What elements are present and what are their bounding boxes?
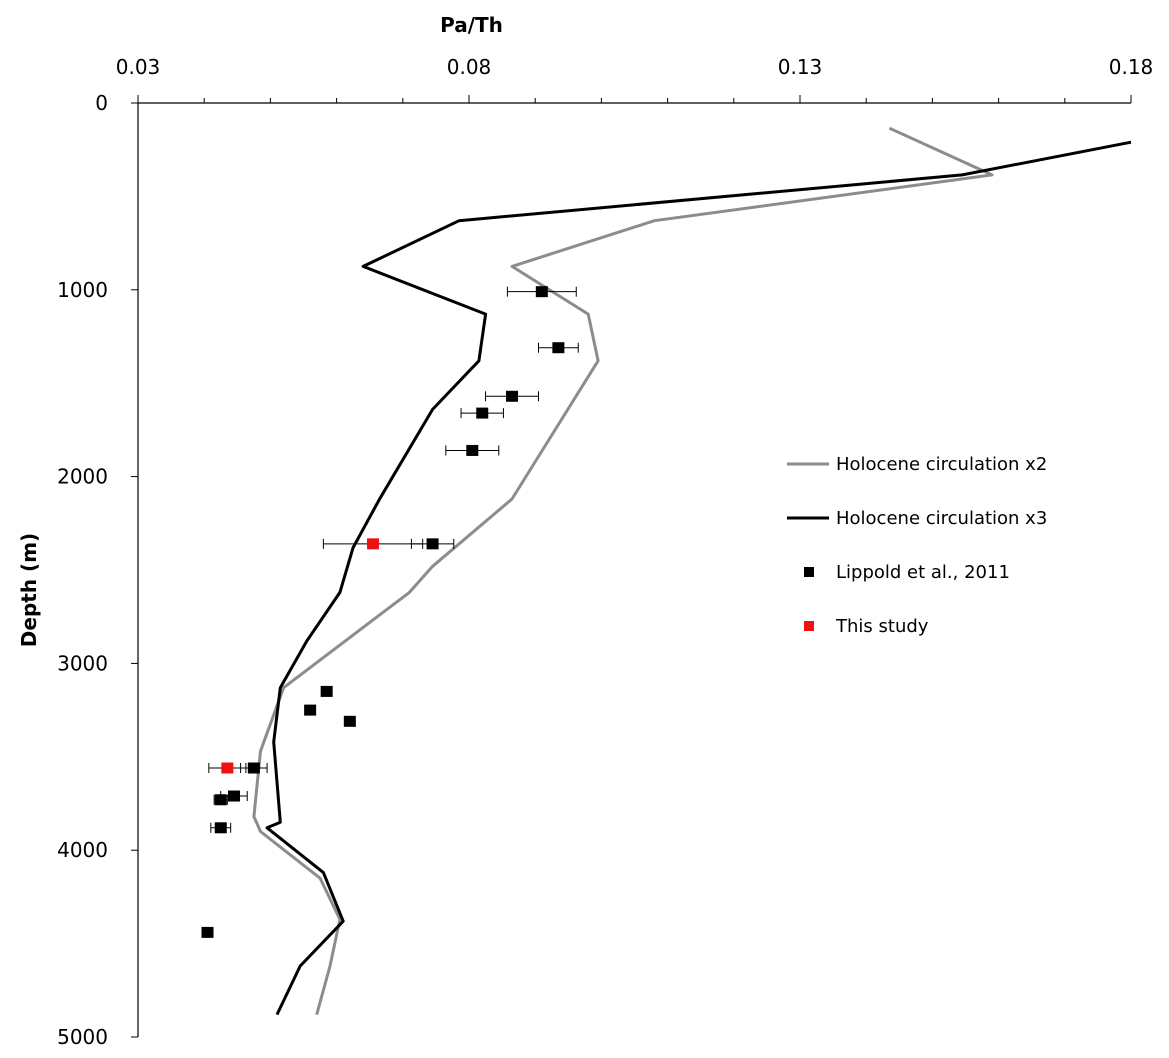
y-tick-label: 0	[95, 91, 108, 115]
data-point-lippold	[506, 390, 519, 402]
data-point-lippold	[426, 538, 439, 550]
points-layer	[201, 286, 579, 938]
data-point-lippold	[214, 794, 227, 806]
data-point-lippold	[466, 444, 479, 456]
y-tick-label: 3000	[57, 651, 108, 675]
legend: Holocene circulation x2 Holocene circulat…	[787, 454, 1047, 637]
axes-layer: 0.03 0.08 0.13 0.18 0 1000 2000 3000 4000 5000 Pa/…	[17, 13, 1153, 1049]
data-point-lippold	[552, 342, 565, 354]
data-point-lippold	[214, 822, 227, 834]
series-line-x3	[265, 140, 1132, 1016]
data-point-lippold	[304, 704, 317, 716]
data-point-this-study	[221, 762, 234, 774]
x-tick-label: 0.08	[447, 55, 492, 79]
lines-layer	[252, 126, 1132, 1016]
data-point-lippold	[343, 715, 356, 727]
legend-label: Holocene circulation x3	[836, 508, 1047, 529]
x-tick-label: 0.18	[1109, 55, 1154, 79]
series-line-x2	[252, 126, 994, 1015]
legend-label: This study	[835, 616, 929, 637]
legend-label: Lippold et al., 2011	[836, 562, 1010, 583]
data-point-lippold	[320, 685, 333, 697]
legend-swatch-marker	[804, 567, 814, 577]
y-tick-label: 4000	[57, 838, 108, 862]
legend-label: Holocene circulation x2	[836, 454, 1047, 475]
y-tick-label: 5000	[57, 1025, 108, 1049]
data-point-lippold	[201, 926, 214, 938]
y-axis-title: Depth (m)	[17, 533, 41, 647]
y-tick-label: 2000	[57, 465, 108, 489]
data-point-lippold	[227, 790, 240, 802]
x-tick-label: 0.03	[116, 55, 161, 79]
y-tick-label: 1000	[57, 278, 108, 302]
legend-swatch-marker	[804, 621, 814, 631]
x-axis-title: Pa/Th	[440, 13, 503, 37]
data-point-lippold	[535, 286, 548, 298]
x-tick-label: 0.13	[778, 55, 823, 79]
data-point-this-study	[367, 538, 380, 550]
data-point-lippold	[476, 407, 489, 419]
data-point-lippold	[247, 762, 260, 774]
